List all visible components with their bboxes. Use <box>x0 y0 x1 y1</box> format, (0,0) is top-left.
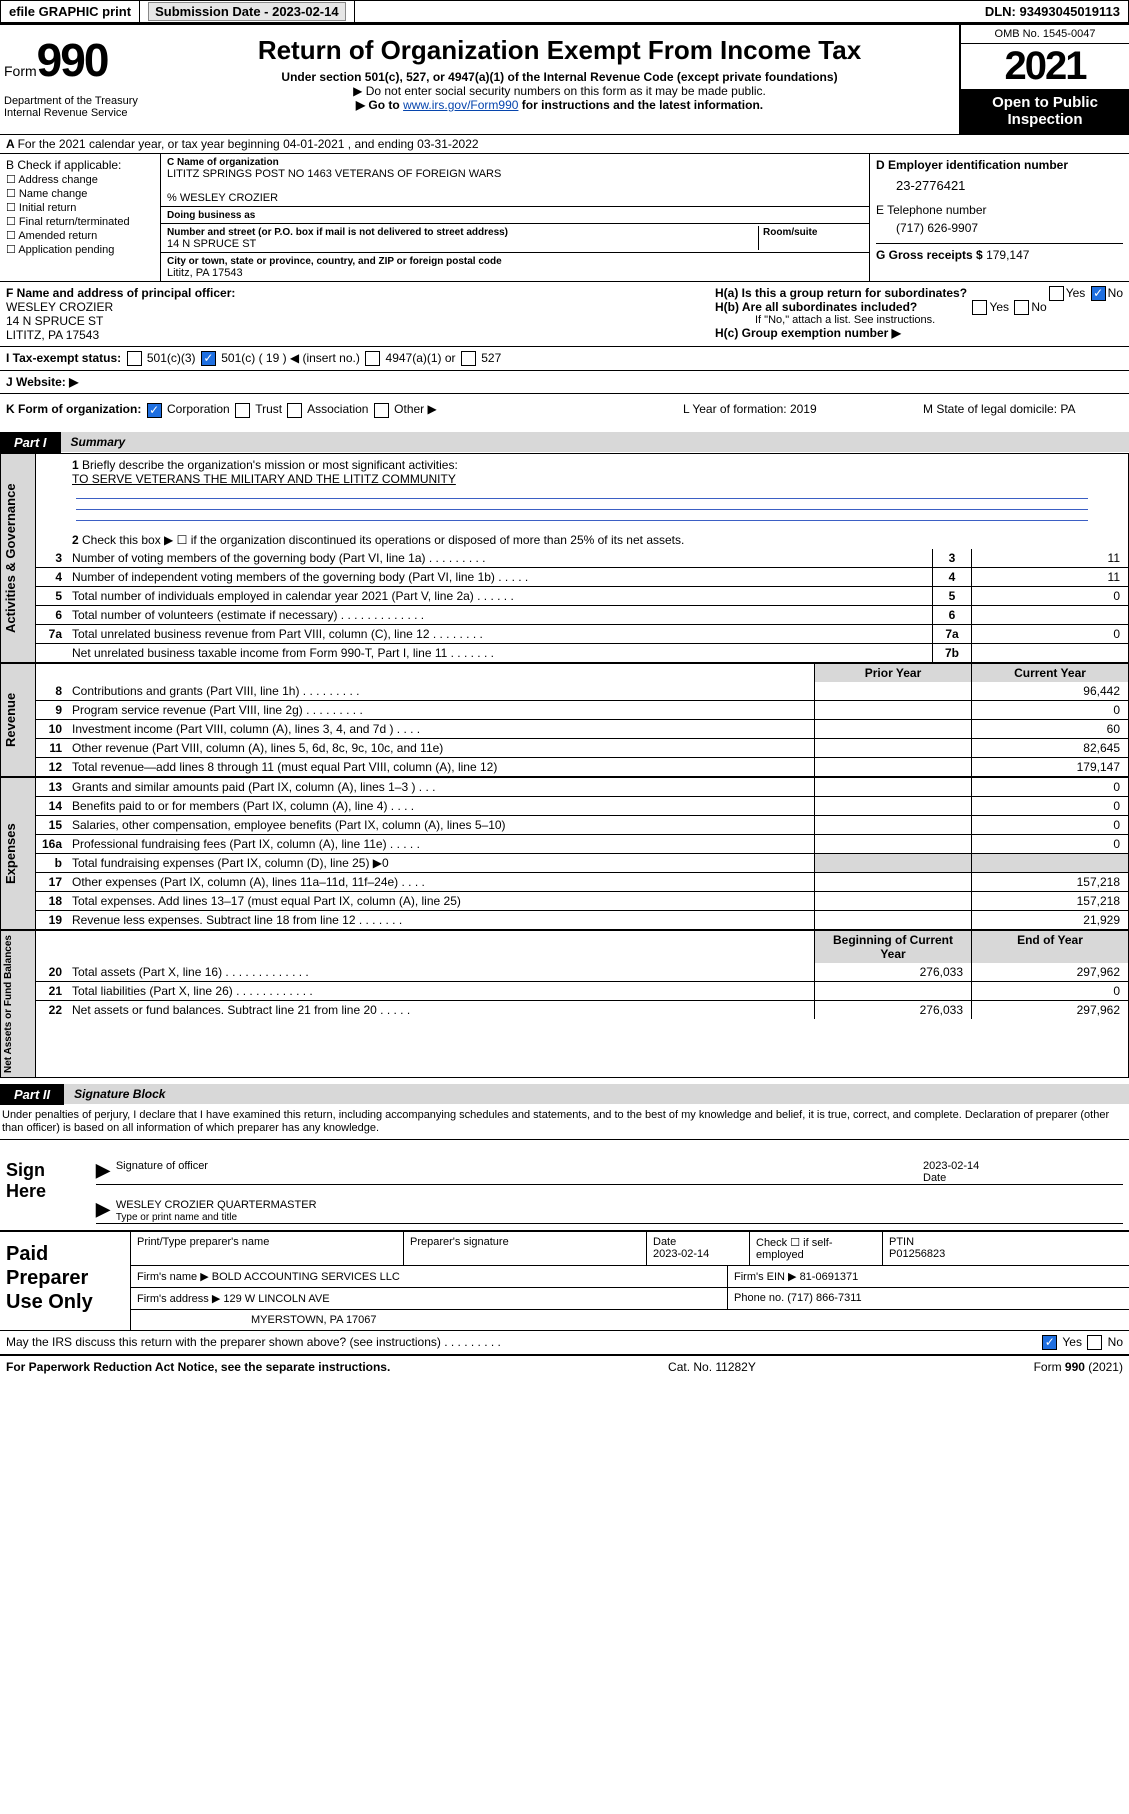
form-word: Form <box>4 63 37 79</box>
firm-ein: 81-0691371 <box>800 1271 859 1283</box>
efile-label: efile GRAPHIC print <box>1 1 140 22</box>
city-state-zip: Lititz, PA 17543 <box>167 267 243 279</box>
submission-date: Submission Date - 2023-02-14 <box>140 1 355 22</box>
phone-label: E Telephone number <box>876 203 1123 217</box>
ptin: P01256823 <box>889 1248 945 1260</box>
dept-label: Department of the Treasury Internal Reve… <box>4 87 156 119</box>
col-b-checkboxes: B Check if applicable: ☐ Address change … <box>0 154 160 281</box>
cat-no: Cat. No. 11282Y <box>668 1360 756 1374</box>
form-number: 990 <box>37 34 108 86</box>
ein-value: 23-2776421 <box>876 172 1123 203</box>
vlabel-governance: Activities & Governance <box>0 453 36 663</box>
dln-label: DLN: 93493045019113 <box>977 1 1128 22</box>
firm-address: 129 W LINCOLN AVE <box>223 1293 329 1305</box>
vlabel-revenue: Revenue <box>0 663 36 777</box>
topbar: efile GRAPHIC print Submission Date - 20… <box>0 0 1129 23</box>
vlabel-expenses: Expenses <box>0 777 36 930</box>
officer-name: WESLEY CROZIER QUARTERMASTER <box>116 1199 317 1211</box>
note-2: ▶ Go to www.irs.gov/Form990 for instruct… <box>170 98 949 112</box>
org-name: LITITZ SPRINGS POST NO 1463 VETERANS OF … <box>167 168 501 180</box>
mission-text: TO SERVE VETERANS THE MILITARY AND THE L… <box>72 472 456 486</box>
vlabel-netassets: Net Assets or Fund Balances <box>0 930 36 1078</box>
paid-preparer-label: Paid Preparer Use Only <box>0 1232 130 1330</box>
state-domicile: M State of legal domicile: PA <box>923 402 1123 417</box>
subtitle: Under section 501(c), 527, or 4947(a)(1)… <box>170 70 949 84</box>
sig-declaration: Under penalties of perjury, I declare th… <box>0 1105 1129 1139</box>
note-1: ▶ Do not enter social security numbers o… <box>170 84 949 98</box>
form-label: Form 990 (2021) <box>1034 1360 1123 1374</box>
form990-link[interactable]: www.irs.gov/Form990 <box>403 98 518 112</box>
sig-date: 2023-02-14 <box>923 1160 979 1172</box>
gross-receipts: 179,147 <box>986 248 1029 262</box>
row-a: A For the 2021 calendar year, or tax yea… <box>0 134 1129 153</box>
irs-discuss-row: May the IRS discuss this return with the… <box>0 1330 1129 1354</box>
form-header: Form990 Department of the Treasury Inter… <box>0 23 1129 134</box>
phone-value: (717) 626-9907 <box>876 217 1123 243</box>
firm-phone: (717) 866-7311 <box>787 1292 861 1304</box>
part2-header: Part II Signature Block <box>0 1084 1129 1105</box>
tax-year: 2021 <box>961 44 1129 89</box>
part1-header: Part I Summary <box>0 432 1129 453</box>
group-return-a: H(a) Is this a group return for subordin… <box>715 286 1123 300</box>
firm-name: BOLD ACCOUNTING SERVICES LLC <box>212 1271 400 1283</box>
form-of-org: K Form of organization: Corporation Trus… <box>6 402 683 417</box>
main-title: Return of Organization Exempt From Incom… <box>170 35 949 66</box>
website-row: J Website: ▶ <box>0 371 709 393</box>
group-return-b: H(b) Are all subordinates included? Yes … <box>715 300 1123 314</box>
officer-info: F Name and address of principal officer:… <box>6 286 703 342</box>
sign-here-label: Sign Here <box>0 1140 90 1230</box>
paperwork-notice: For Paperwork Reduction Act Notice, see … <box>6 1360 390 1374</box>
tax-exempt-status: I Tax-exempt status: 501(c)(3) 501(c) ( … <box>0 347 709 370</box>
year-formation: L Year of formation: 2019 <box>683 402 923 417</box>
ein-label: D Employer identification number <box>876 158 1123 172</box>
open-inspection: Open to Public Inspection <box>961 89 1129 134</box>
omb-number: OMB No. 1545-0047 <box>961 25 1129 44</box>
street-address: 14 N SPRUCE ST <box>167 238 256 250</box>
group-exemption: H(c) Group exemption number ▶ <box>715 326 1123 340</box>
